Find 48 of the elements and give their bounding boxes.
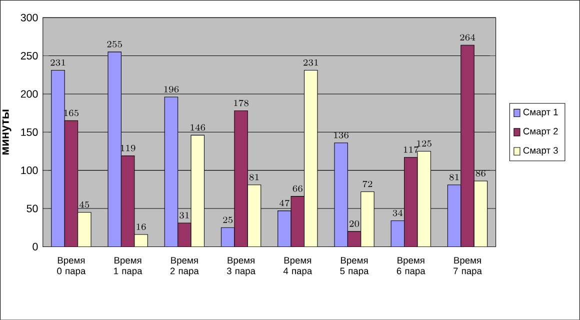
data-label: 81 <box>249 174 259 180</box>
y-tick-label: 100 <box>21 166 38 174</box>
x-tick-label: Время 0 пара <box>57 256 86 276</box>
bar <box>417 150 431 247</box>
x-tick-label: Время 4 пара <box>283 256 312 276</box>
y-tick-label: 300 <box>20 14 38 22</box>
data-label: 45 <box>79 201 90 208</box>
data-label: 34 <box>392 210 403 216</box>
y-tick-label: 200 <box>20 90 38 98</box>
x-tick-label: Время 1 пара <box>114 256 142 276</box>
data-label: 25 <box>223 216 233 223</box>
data-label: 20 <box>350 220 360 227</box>
data-label: 178 <box>234 100 248 106</box>
y-tick-label: 250 <box>20 52 38 60</box>
x-tick-label: Время 5 пара <box>340 256 369 276</box>
bar <box>304 70 318 247</box>
data-label: 264 <box>460 34 476 40</box>
data-label: 255 <box>107 40 122 48</box>
y-tick-label: 0 <box>32 242 38 250</box>
data-label: 72 <box>362 180 372 188</box>
bar <box>360 191 374 247</box>
data-label: 231 <box>303 59 318 66</box>
data-label: 81 <box>449 174 459 180</box>
legend-label: Смарт 1 <box>523 108 558 118</box>
y-axis-title: минуты <box>2 110 12 154</box>
data-label: 66 <box>292 185 302 192</box>
data-label: 31 <box>180 212 189 218</box>
x-tick-label: Время 7 пара <box>454 256 482 276</box>
data-label: 146 <box>190 124 206 131</box>
bar <box>134 234 148 247</box>
bar <box>78 212 92 247</box>
bar <box>247 184 262 247</box>
x-tick-label: Время 6 пара <box>396 256 426 276</box>
y-tick-label: 150 <box>21 128 38 136</box>
data-label: 117 <box>404 146 419 153</box>
data-label: 196 <box>164 86 179 92</box>
data-label: 125 <box>417 140 432 147</box>
data-label: 47 <box>279 200 290 206</box>
legend-label: Смарт 3 <box>523 146 558 156</box>
data-label: 16 <box>136 223 146 230</box>
data-label: 231 <box>50 59 66 66</box>
x-tick-label: Время 2 пара <box>170 256 199 276</box>
y-tick-label: 50 <box>26 204 38 212</box>
bar <box>474 180 488 247</box>
x-tick-label: Время 3 пара <box>226 256 256 276</box>
legend-label: Смарт 2 <box>523 128 558 136</box>
data-label: 136 <box>334 132 348 138</box>
bar <box>190 134 205 247</box>
